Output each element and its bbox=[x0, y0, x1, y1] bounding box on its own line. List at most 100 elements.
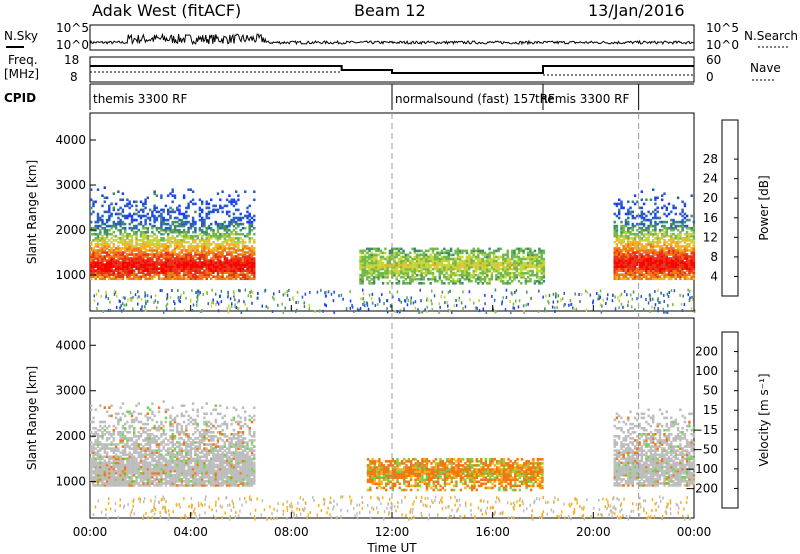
data-cell bbox=[92, 265, 95, 268]
data-cell bbox=[103, 465, 106, 469]
data-cell bbox=[139, 478, 143, 481]
data-cell bbox=[126, 461, 129, 465]
data-cell bbox=[235, 200, 238, 204]
data-cell bbox=[366, 273, 369, 277]
data-cell bbox=[171, 273, 174, 276]
data-cell bbox=[427, 257, 430, 261]
data-cell bbox=[99, 267, 102, 270]
scatter-dot bbox=[495, 309, 497, 313]
data-cell bbox=[230, 267, 233, 270]
data-cell bbox=[133, 482, 136, 485]
data-cell bbox=[438, 271, 441, 275]
scatter-dot bbox=[229, 307, 231, 311]
data-cell bbox=[124, 261, 127, 264]
data-cell bbox=[615, 247, 619, 250]
data-cell bbox=[214, 204, 217, 208]
data-cell bbox=[142, 428, 145, 432]
data-cell bbox=[685, 232, 689, 236]
data-cell bbox=[124, 241, 127, 244]
data-cell bbox=[124, 214, 127, 218]
data-cell bbox=[370, 282, 373, 285]
data-cell bbox=[228, 220, 231, 224]
data-cell bbox=[128, 259, 131, 262]
data-cell bbox=[94, 439, 97, 442]
data-cell bbox=[146, 482, 149, 485]
data-cell bbox=[670, 253, 673, 256]
data-cell bbox=[631, 232, 634, 236]
data-cell bbox=[205, 257, 208, 260]
data-cell bbox=[225, 265, 229, 268]
data-cell bbox=[458, 273, 462, 277]
data-cell bbox=[128, 271, 131, 274]
data-cell bbox=[110, 241, 113, 244]
data-cell bbox=[429, 257, 432, 261]
data-cell bbox=[404, 282, 407, 285]
data-cell bbox=[670, 243, 673, 246]
data-cell bbox=[182, 277, 186, 281]
data-cell bbox=[133, 469, 136, 473]
data-cell bbox=[133, 255, 136, 258]
data-cell bbox=[690, 214, 693, 218]
data-cell bbox=[101, 263, 104, 266]
data-cell bbox=[629, 263, 632, 266]
data-cell bbox=[121, 253, 125, 256]
data-cell bbox=[415, 253, 419, 257]
data-cell bbox=[492, 261, 496, 265]
data-cell bbox=[189, 259, 193, 262]
data-cell bbox=[191, 255, 195, 258]
scatter-dot bbox=[93, 299, 96, 303]
data-cell bbox=[194, 269, 197, 272]
data-cell bbox=[685, 275, 689, 278]
data-cell bbox=[112, 461, 115, 465]
data-cell bbox=[531, 273, 534, 277]
data-cell bbox=[406, 259, 410, 263]
data-cell bbox=[542, 271, 546, 275]
scatter-dot bbox=[515, 299, 517, 303]
data-cell bbox=[246, 245, 249, 248]
data-cell bbox=[670, 237, 673, 240]
data-cell bbox=[420, 275, 423, 279]
data-cell bbox=[649, 218, 653, 222]
data-cell bbox=[477, 251, 480, 255]
data-cell bbox=[103, 433, 106, 436]
data-cell bbox=[633, 273, 637, 276]
data-cell bbox=[137, 455, 140, 459]
data-cell bbox=[631, 259, 634, 262]
data-cell bbox=[618, 202, 621, 206]
data-cell bbox=[223, 261, 226, 264]
data-cell bbox=[119, 461, 122, 465]
data-cell bbox=[216, 271, 220, 274]
scatter-dot bbox=[159, 289, 162, 292]
data-cell bbox=[615, 261, 619, 264]
data-cell bbox=[185, 251, 188, 254]
scatter-dot bbox=[192, 303, 195, 307]
data-cell bbox=[198, 273, 202, 276]
data-cell bbox=[146, 226, 149, 230]
data-cell bbox=[456, 255, 460, 259]
data-cell bbox=[105, 455, 109, 459]
data-cell bbox=[191, 277, 195, 281]
data-cell bbox=[157, 253, 161, 256]
scatter-dot bbox=[657, 309, 659, 313]
data-cell bbox=[171, 251, 174, 254]
data-cell bbox=[142, 255, 145, 258]
data-cell bbox=[96, 249, 100, 252]
data-cell bbox=[406, 275, 410, 279]
data-cell bbox=[144, 226, 147, 230]
data-cell bbox=[395, 253, 398, 257]
data-cell bbox=[674, 273, 677, 276]
scatter-dot bbox=[657, 297, 659, 301]
data-cell bbox=[658, 263, 662, 266]
data-cell bbox=[144, 478, 147, 481]
scatter-dot bbox=[573, 307, 575, 311]
data-cell bbox=[506, 282, 509, 285]
data-cell bbox=[631, 226, 634, 230]
data-cell bbox=[117, 412, 120, 416]
data-cell bbox=[481, 267, 484, 271]
data-cell bbox=[198, 212, 202, 216]
data-cell bbox=[144, 222, 147, 226]
data-cell bbox=[397, 257, 401, 261]
data-cell bbox=[101, 457, 104, 461]
data-cell bbox=[96, 214, 100, 218]
data-cell bbox=[124, 471, 127, 475]
